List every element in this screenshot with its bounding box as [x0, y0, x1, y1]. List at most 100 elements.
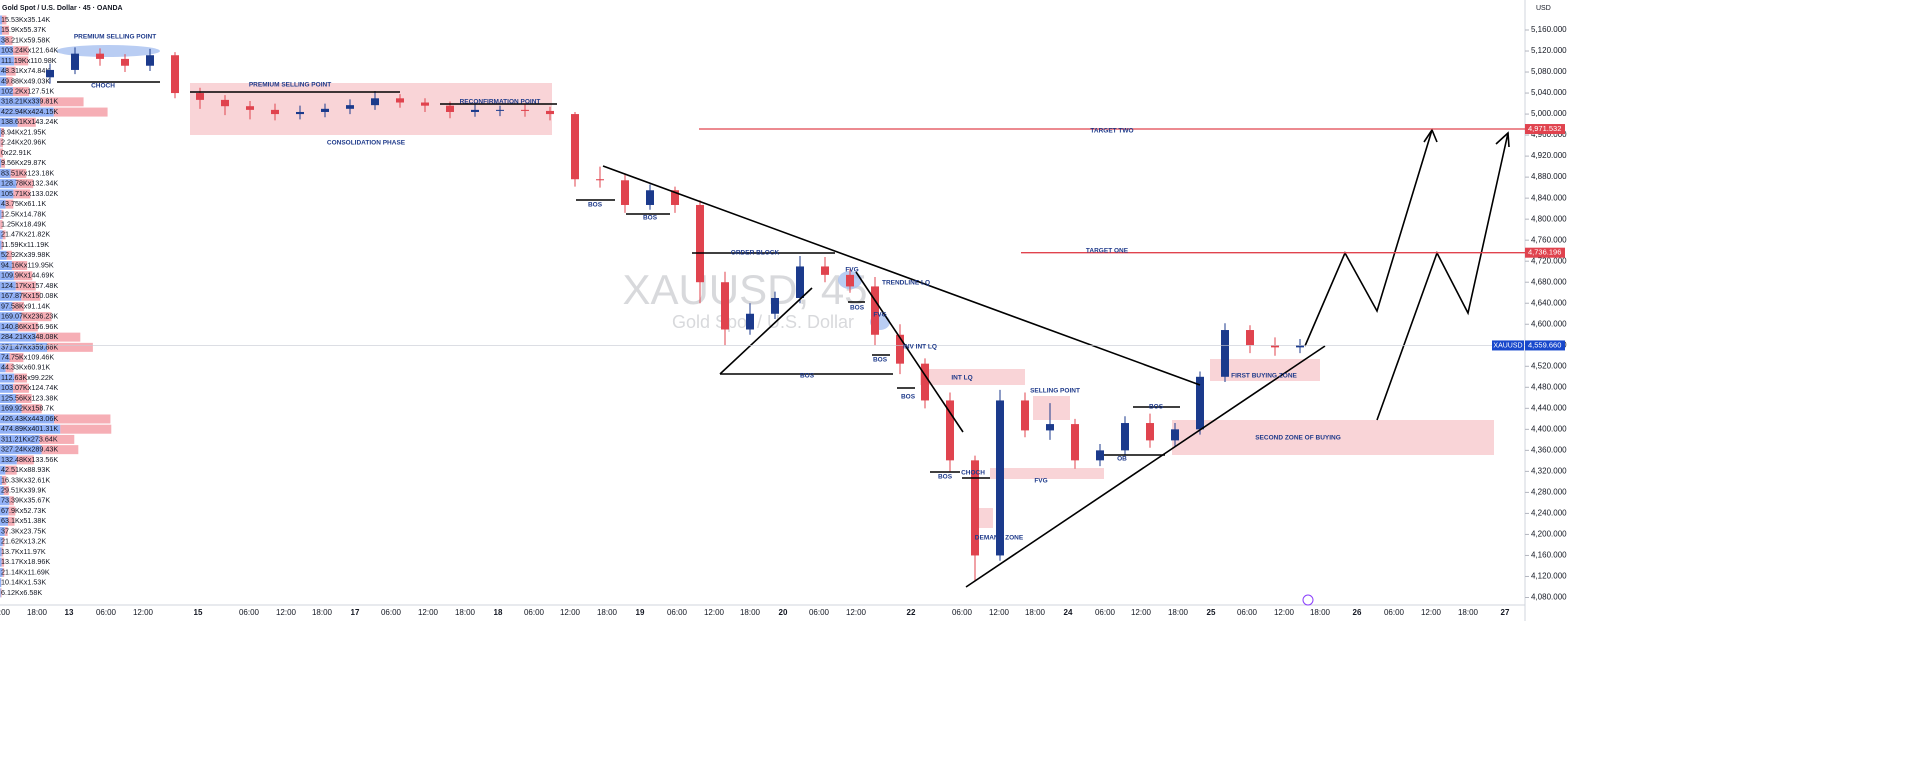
y-tick-label: 5,040.000	[1531, 88, 1567, 97]
volume-label: 284.21Kx348.08K	[1, 332, 58, 341]
zone	[1172, 420, 1494, 455]
x-tick-label: 12:00	[133, 608, 154, 617]
volume-label: 42.51Kx88.93K	[1, 465, 50, 474]
candle-body	[246, 106, 254, 110]
zone	[990, 468, 1104, 479]
volume-sell-bar	[1, 158, 6, 168]
volume-buy-bar	[0, 87, 13, 97]
volume-label: 74.75Kx109.46K	[1, 352, 54, 361]
y-tick-label: 4,480.000	[1531, 382, 1567, 391]
x-tick-label: 06:00	[1237, 608, 1258, 617]
y-tick-label: 4,240.000	[1531, 509, 1567, 518]
volume-label: 167.87Kx150.08K	[1, 291, 58, 300]
y-tick-label: 5,080.000	[1531, 67, 1567, 76]
volume-sell-bar	[6, 250, 12, 260]
volume-sell-bar	[47, 342, 93, 352]
y-tick-label: 4,520.000	[1531, 361, 1567, 370]
candle-body	[1046, 424, 1054, 431]
x-tick-label: 26	[1353, 608, 1362, 617]
candle-body	[796, 266, 804, 298]
volume-label: 426.43Kx443.06K	[1, 414, 58, 423]
trendline	[965, 345, 1326, 588]
volume-sell-bar	[2, 475, 7, 485]
volume-label: 6.12Kx6.58K	[1, 588, 42, 597]
price-label: 4,971.532	[1528, 124, 1561, 133]
candle-body	[296, 111, 304, 115]
volume-buy-bar	[0, 199, 6, 209]
volume-label: 12.5Kx14.78K	[1, 209, 46, 218]
volume-label: 21.47Kx21.82K	[1, 230, 50, 239]
chart-title: Gold Spot / U.S. Dollar · 45 · OANDA	[2, 5, 123, 12]
annotation: SELLING POINT	[1030, 388, 1080, 395]
volume-sell-bar	[4, 35, 13, 45]
volume-label: 52.92Kx39.98K	[1, 250, 50, 259]
volume-sell-bar	[40, 97, 84, 107]
volume-label: 128.78Kx132.34K	[1, 179, 58, 188]
volume-buy-bar	[0, 353, 10, 363]
trendline	[719, 287, 813, 375]
x-tick-label: 18:00	[27, 608, 48, 617]
candle-body	[946, 400, 954, 461]
x-tick-label: 12:00	[560, 608, 581, 617]
y-tick-label: 4,440.000	[1531, 403, 1567, 412]
volume-sell-bar	[13, 383, 29, 393]
volume-buy-bar	[0, 527, 5, 536]
volume-sell-bar	[0, 148, 3, 158]
price-label-bg	[1525, 124, 1565, 135]
volume-buy-bar	[0, 117, 18, 127]
trendline	[602, 165, 1201, 386]
candle-body	[621, 180, 629, 205]
volume-buy-bar	[0, 547, 2, 557]
candle-body	[446, 105, 454, 112]
volume-buy-bar	[0, 383, 14, 393]
volume-sell-bar	[1, 557, 5, 567]
volume-label: 169.92Kx158.7K	[1, 404, 54, 413]
x-tick-label: 06:00	[96, 608, 117, 617]
volume-sell-bar	[2, 230, 6, 240]
candle-body	[1096, 450, 1104, 461]
volume-buy-bar	[0, 363, 6, 373]
volume-sell-bar	[8, 516, 15, 526]
volume-buy-bar	[0, 557, 2, 567]
arrow-head	[1495, 131, 1510, 148]
trendline	[855, 271, 964, 433]
volume-buy-bar	[0, 46, 14, 56]
x-tick-label: 00:00	[0, 608, 11, 617]
volume-buy-bar	[0, 128, 2, 138]
volume-label: 2.24Kx20.96K	[1, 138, 46, 147]
volume-label: 327.24Kx289.43K	[1, 445, 58, 454]
candle-body	[1171, 429, 1179, 441]
candle-body	[1021, 400, 1029, 431]
volume-buy-bar	[0, 567, 3, 577]
candle-body	[1296, 345, 1304, 348]
y-tick-label: 5,160.000	[1531, 25, 1567, 34]
volume-sell-bar	[9, 496, 14, 506]
volume-sell-bar	[5, 465, 17, 475]
y-tick-label: 4,680.000	[1531, 277, 1567, 286]
volume-label: 102.2Kx127.51K	[1, 87, 54, 96]
x-tick-label: 12:00	[1421, 608, 1442, 617]
candle-body	[871, 286, 879, 335]
volume-buy-bar	[0, 332, 37, 342]
volume-label: 21.62Kx13.2K	[1, 537, 46, 546]
symbol-label-bg	[1492, 340, 1524, 351]
highlight	[56, 45, 160, 57]
volume-buy-bar	[0, 394, 16, 404]
volume-buy-bar	[0, 56, 15, 66]
volume-sell-bar	[41, 445, 79, 455]
volume-sell-bar	[17, 117, 36, 127]
annotation: OB	[1117, 456, 1127, 463]
x-tick-label: 18:00	[1168, 608, 1189, 617]
y-tick-label: 4,160.000	[1531, 551, 1567, 560]
annotation: DEMAND ZONE	[975, 535, 1024, 542]
price-label: 4,736.196	[1528, 248, 1561, 257]
candle-body	[596, 179, 604, 181]
y-tick-label: 4,360.000	[1531, 445, 1567, 454]
volume-buy-bar	[0, 486, 4, 496]
price-label-bg	[1525, 340, 1565, 351]
x-tick-label: 12:00	[1131, 608, 1152, 617]
annotation: FVG	[873, 312, 886, 319]
volume-label: 44.33Kx60.91K	[1, 363, 50, 372]
volume-label: 125.56Kx123.38K	[1, 393, 58, 402]
